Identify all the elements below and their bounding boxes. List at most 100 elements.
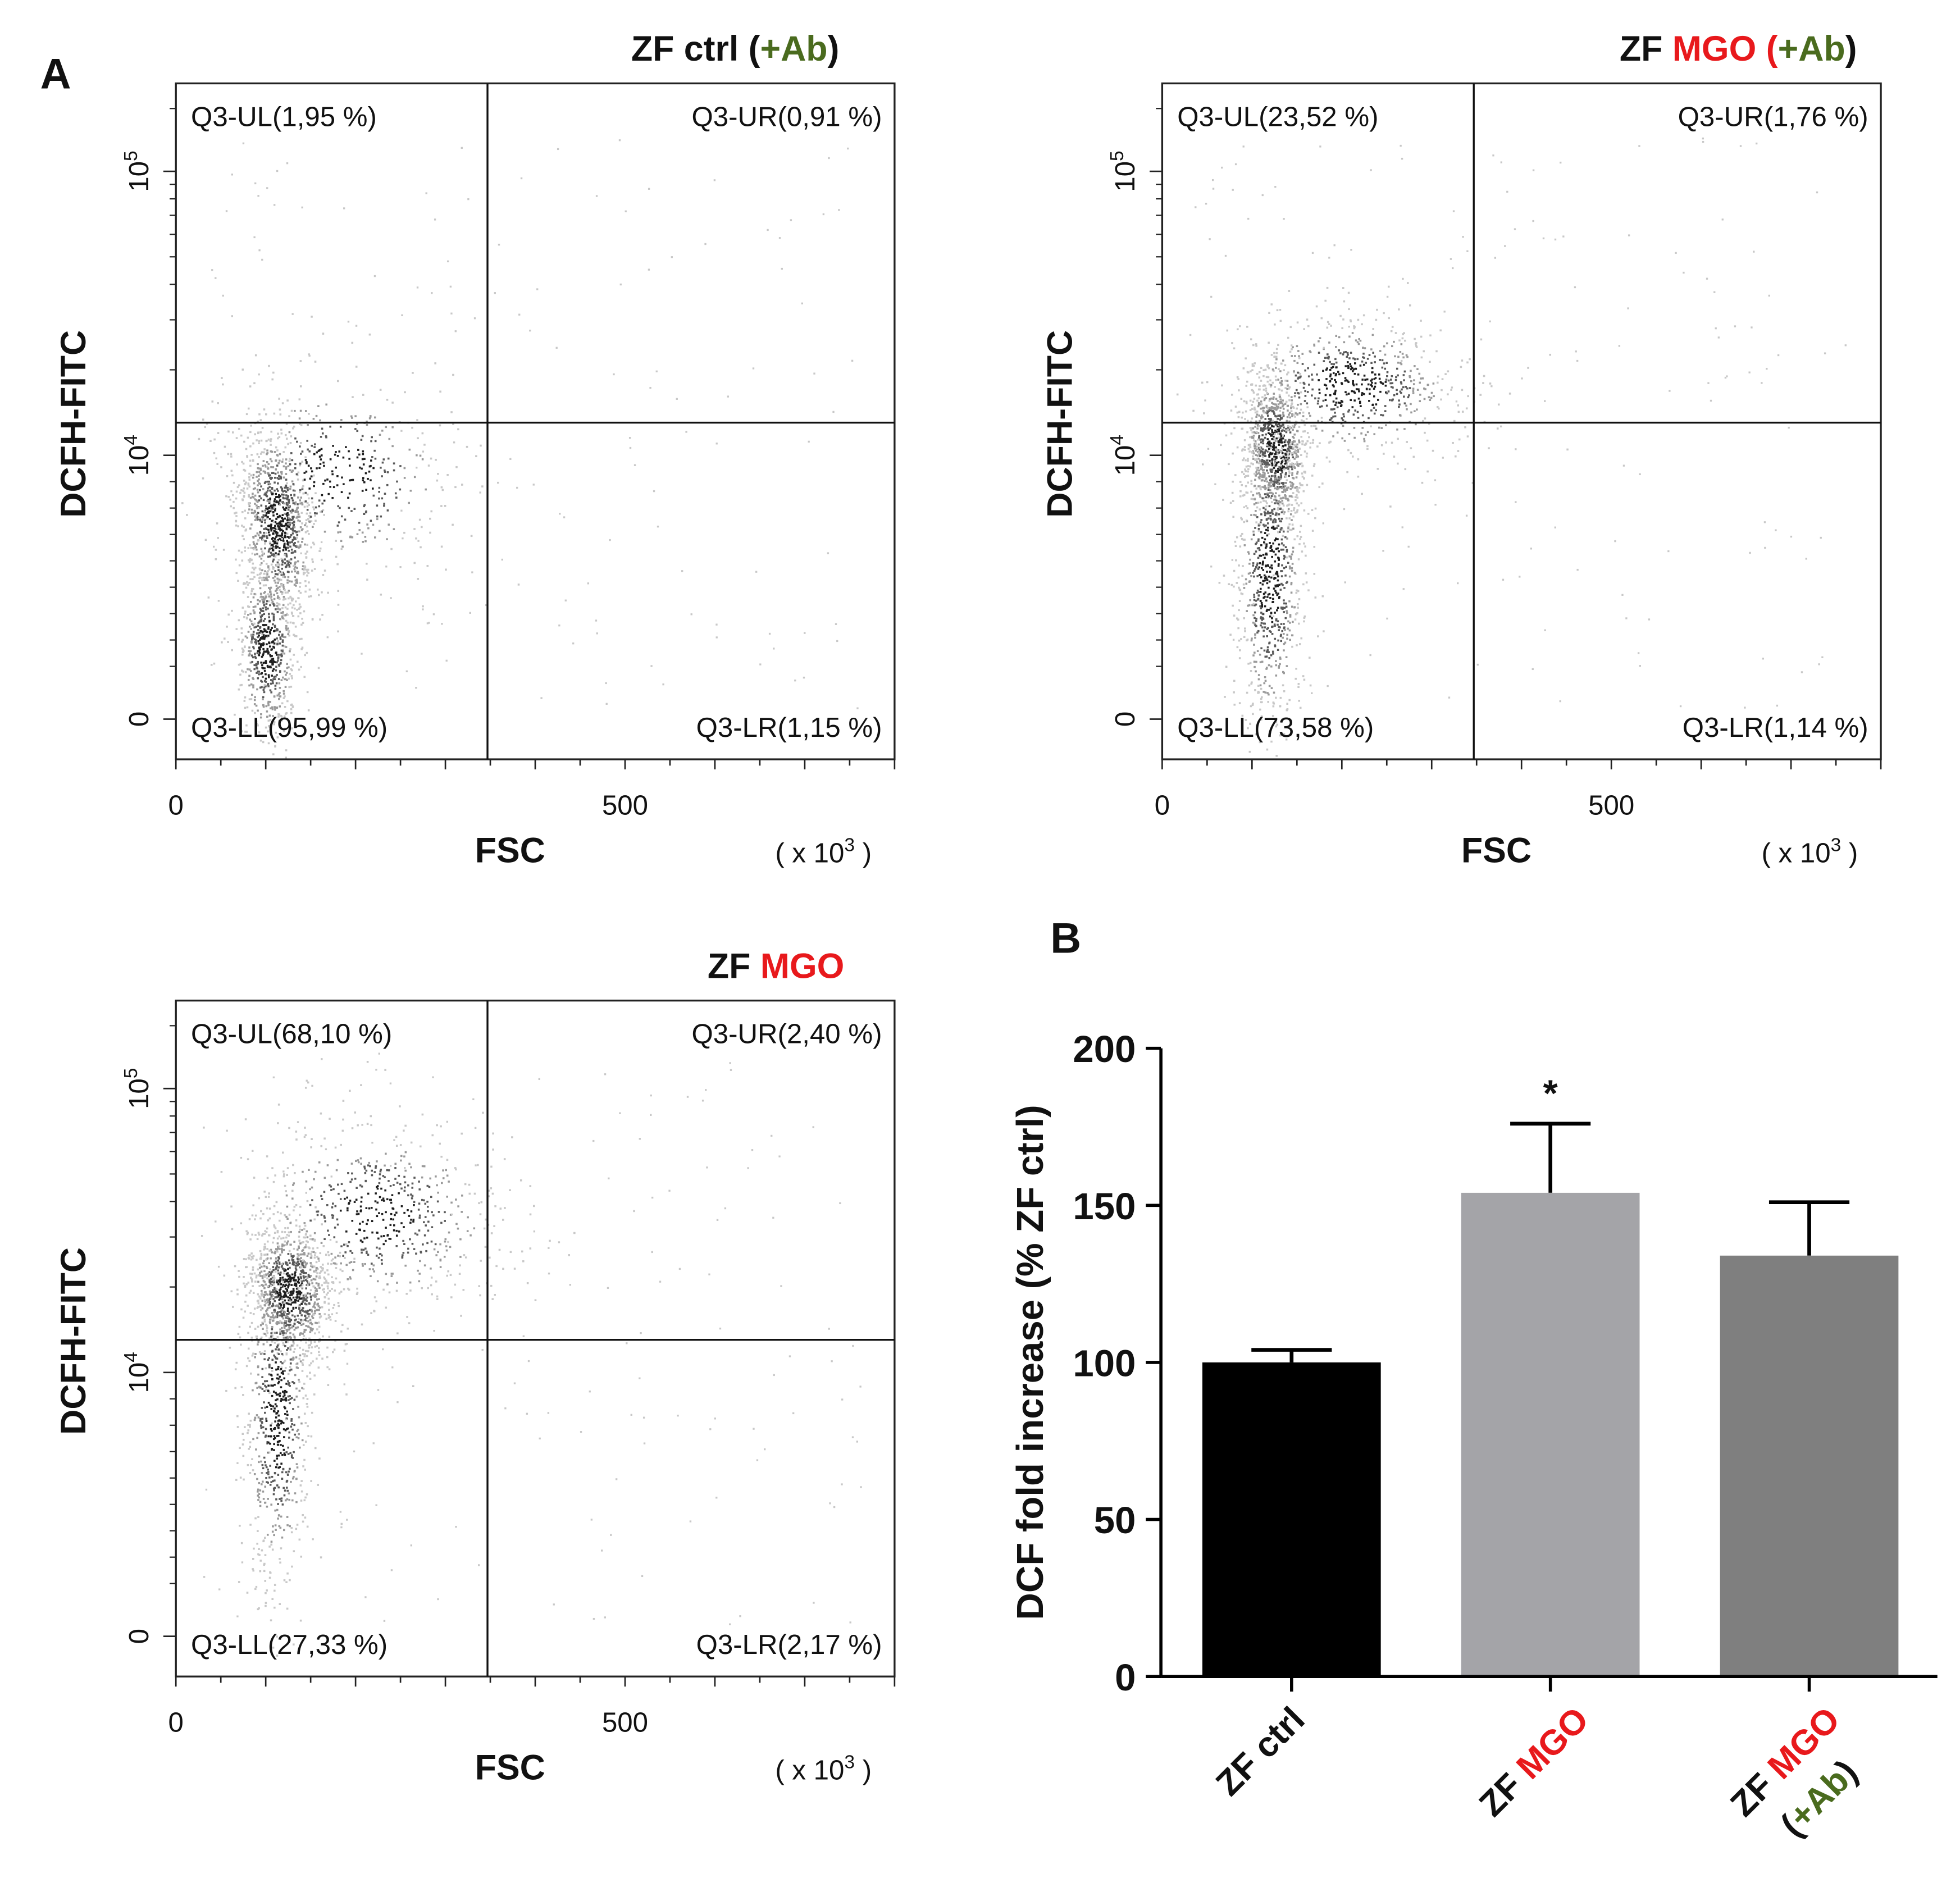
scatter-point xyxy=(276,673,278,676)
scatter-point xyxy=(1270,434,1272,437)
scatter-point xyxy=(267,555,270,558)
scatter-point xyxy=(286,613,288,615)
scatter-point xyxy=(420,546,422,549)
scatter-point xyxy=(1269,607,1272,610)
scatter-point xyxy=(261,655,263,658)
scatter-point xyxy=(1292,621,1294,623)
scatter-point xyxy=(271,658,273,660)
scatter-point xyxy=(1237,618,1239,621)
scatter-point xyxy=(300,529,303,531)
scatter-point xyxy=(1233,691,1235,694)
y-tick-label-1e5: 105 xyxy=(1107,151,1141,192)
x-axis-label: FSC xyxy=(475,831,545,870)
scatter-point xyxy=(262,676,264,678)
scatter-point xyxy=(1266,463,1269,466)
scatter-point xyxy=(1285,431,1288,434)
scatter-point xyxy=(290,496,293,499)
scatter-point xyxy=(266,537,268,539)
scatter-point xyxy=(1788,426,1790,429)
scatter-point xyxy=(1265,545,1268,548)
scatter-point xyxy=(1207,448,1210,450)
scatter-point xyxy=(1675,252,1677,254)
x-tick-label-500: 500 xyxy=(602,790,648,821)
scatter-point xyxy=(186,514,188,516)
scatter-point xyxy=(303,505,306,508)
scatter-point xyxy=(268,480,270,483)
scatter-point xyxy=(304,585,307,587)
scatter-point xyxy=(1260,616,1262,618)
x-scale-note: ( x 103 ) xyxy=(1762,835,1858,868)
scatter-point xyxy=(1382,550,1384,552)
scatter-point xyxy=(1275,456,1278,458)
scatter-point xyxy=(230,505,232,508)
scatter-point xyxy=(1274,645,1277,648)
scatter-point xyxy=(294,557,296,559)
scatter-point xyxy=(261,614,264,616)
scatter-point xyxy=(1277,441,1280,443)
scatter-point xyxy=(1447,370,1450,373)
scatter-point xyxy=(276,661,278,664)
scatter-point xyxy=(1264,488,1266,490)
scatter-point xyxy=(318,467,321,470)
scatter-point xyxy=(217,537,219,539)
scatter-point xyxy=(291,727,293,730)
scatter-point xyxy=(1269,597,1271,599)
scatter-point xyxy=(270,529,273,532)
scatter-point xyxy=(1264,626,1266,628)
scatter-point xyxy=(384,469,386,472)
scatter-point xyxy=(272,617,275,620)
scatter-point xyxy=(1270,384,1273,386)
scatter-point xyxy=(1264,676,1266,678)
scatter-point xyxy=(272,560,274,563)
scatter-point xyxy=(1359,402,1361,404)
scatter-point xyxy=(1300,484,1302,486)
scatter-point xyxy=(279,499,281,502)
scatter-point xyxy=(1299,531,1301,533)
scatter-point xyxy=(454,330,457,332)
scatter-point xyxy=(266,631,268,633)
scatter-point xyxy=(1251,363,1254,366)
scatter-point xyxy=(395,496,398,499)
scatter-point xyxy=(257,512,259,514)
scatter-point xyxy=(244,483,247,486)
scatter-point xyxy=(247,407,250,410)
scatter-point xyxy=(1270,475,1273,477)
scatter-point xyxy=(250,508,253,511)
scatter-point xyxy=(1258,566,1261,569)
scatter-point xyxy=(1245,357,1247,359)
scatter-point xyxy=(1288,517,1291,519)
scatter-point xyxy=(306,550,308,553)
scatter-point xyxy=(364,540,367,543)
scatter-point xyxy=(383,504,385,507)
scatter-point xyxy=(1297,455,1300,458)
scatter-point xyxy=(293,523,295,526)
scatter-point xyxy=(446,260,449,263)
scatter-point xyxy=(1261,696,1263,699)
scatter-point xyxy=(1277,482,1279,485)
scatter-point xyxy=(278,496,281,499)
scatter-point xyxy=(269,458,272,461)
scatter-point xyxy=(293,516,295,518)
scatter-point xyxy=(1237,627,1239,630)
scatter-point xyxy=(1259,501,1262,504)
scatter-point xyxy=(1284,475,1287,478)
scatter-point xyxy=(835,623,837,625)
scatter-point xyxy=(288,460,291,462)
scatter-point xyxy=(272,619,275,622)
scatter-point xyxy=(1277,471,1279,473)
scatter-point xyxy=(286,532,289,535)
scatter-point xyxy=(1266,534,1269,537)
scatter-point xyxy=(312,506,314,509)
scatter-point xyxy=(540,697,543,699)
scatter-point xyxy=(1238,657,1241,659)
scatter-point xyxy=(1288,441,1291,444)
scatter-point xyxy=(1461,411,1464,413)
scatter-point xyxy=(262,552,265,555)
scatter-point xyxy=(307,518,309,520)
scatter-point xyxy=(1281,490,1284,493)
scatter-point xyxy=(361,467,363,470)
scatter-point xyxy=(1250,427,1253,430)
scatter-point xyxy=(1284,449,1287,452)
scatter-point xyxy=(1405,385,1407,388)
scatter-point xyxy=(259,473,262,475)
